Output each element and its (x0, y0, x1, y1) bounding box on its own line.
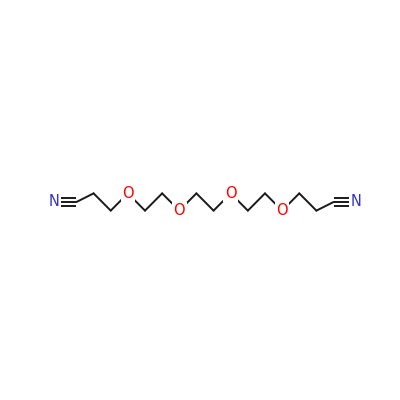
Text: O: O (225, 186, 236, 201)
Text: O: O (122, 186, 134, 201)
Text: N: N (48, 194, 59, 210)
Text: O: O (276, 203, 288, 218)
Text: N: N (351, 194, 362, 210)
Text: O: O (174, 203, 185, 218)
